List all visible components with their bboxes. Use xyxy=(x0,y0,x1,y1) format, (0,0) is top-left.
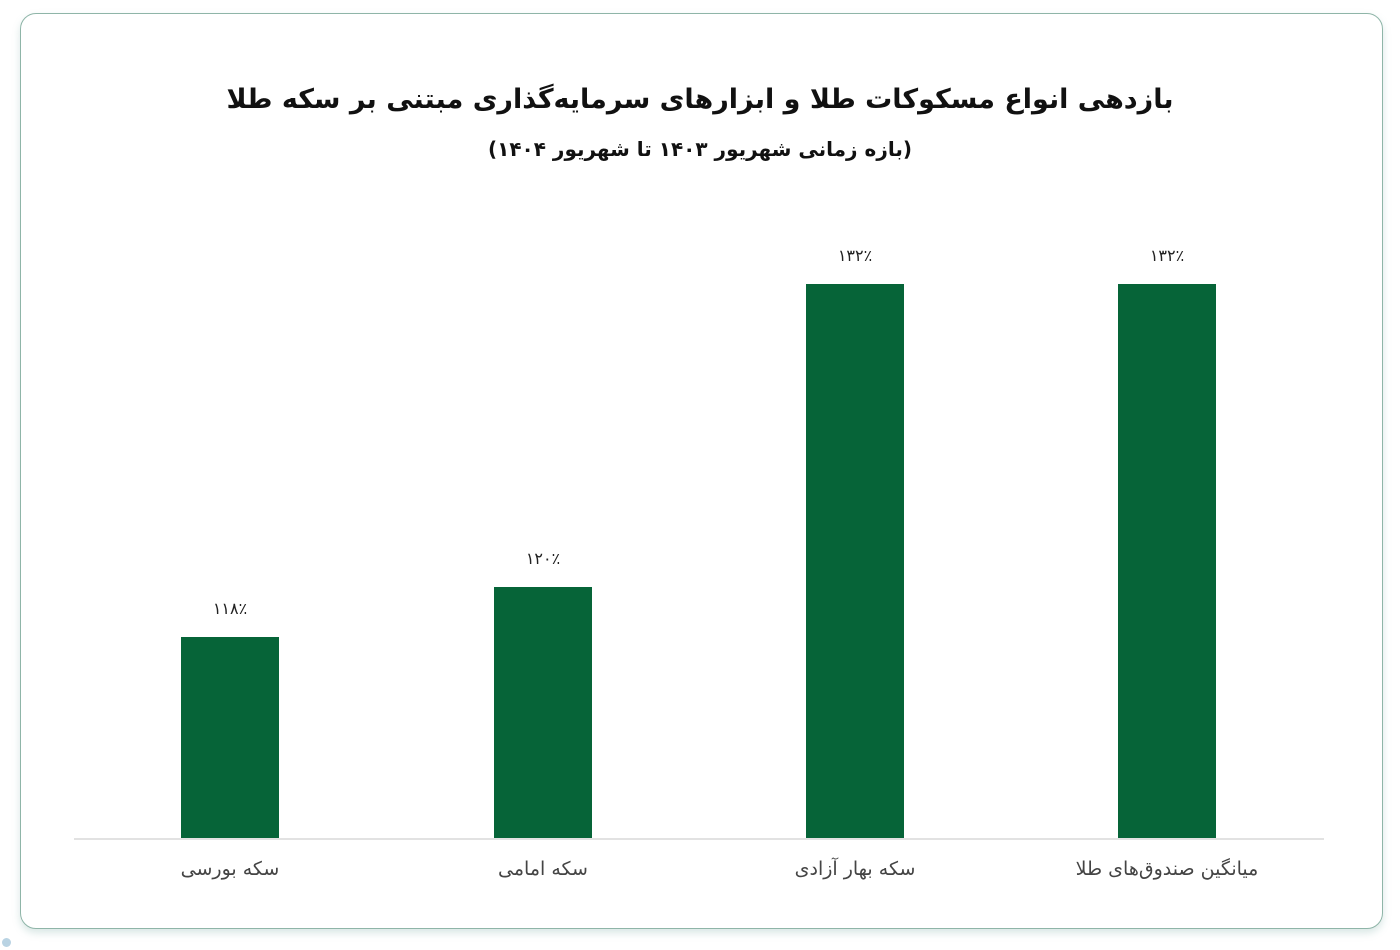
category-label: سکه بورسی xyxy=(180,858,280,880)
chart-title: بازدهی انواع مسکوکات طلا و ابزارهای سرما… xyxy=(226,84,1174,115)
bar-value-label: ۱۳۲٪ xyxy=(837,246,873,265)
category-label: سکه امامی xyxy=(498,858,588,880)
bar xyxy=(1118,284,1216,839)
bar-value-label: ۱۱۸٪ xyxy=(212,599,248,618)
bar xyxy=(494,587,592,839)
bar xyxy=(806,284,904,839)
chart-subtitle: (بازه زمانی شهریور ۱۴۰۳ تا شهریور ۱۴۰۴) xyxy=(488,137,912,161)
x-axis-baseline xyxy=(74,838,1324,840)
bar-value-label: ۱۲۰٪ xyxy=(525,549,561,568)
category-label: میانگین صندوق‌های طلا xyxy=(1075,858,1259,880)
corner-logo-icon xyxy=(2,938,11,947)
category-label: سکه بهار آزادی xyxy=(794,858,916,880)
bar-value-label: ۱۳۲٪ xyxy=(1149,246,1185,265)
bar xyxy=(181,637,279,839)
